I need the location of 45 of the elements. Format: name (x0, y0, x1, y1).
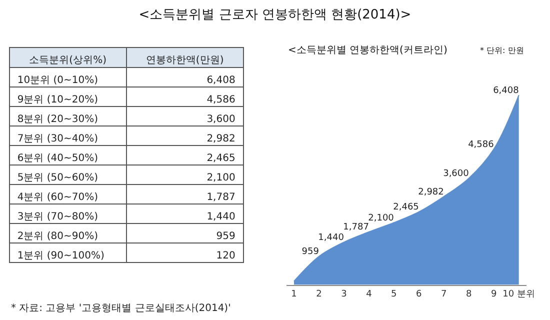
category-label: 2분위 (80~90%) (17, 231, 98, 242)
text: 120 (216, 250, 236, 262)
data-label: 3,600 (443, 168, 470, 179)
text: 2,982 (206, 134, 236, 145)
data-label: 1,440 (318, 232, 344, 243)
text: 연봉하한액(만원) (146, 55, 224, 66)
text: 6,408 (206, 75, 236, 86)
category-label: 4분위 (60~70%) (17, 192, 98, 204)
text: <소득분위별 근로자 연봉하한액 현황(2014)> (138, 8, 412, 23)
x-tick-label: 4 (366, 290, 372, 300)
data-label: 2,465 (393, 202, 419, 213)
data-label: 1,787 (343, 222, 369, 233)
data-label: 2,100 (368, 213, 394, 224)
category-label: 9분위 (10~20%) (17, 94, 98, 106)
x-tick-label: 9 (490, 290, 497, 300)
x-tick-label: 3 (341, 290, 347, 300)
category-label: 6분위 (40~50%) (17, 153, 98, 164)
text: 959 (216, 231, 236, 242)
data-label: 959 (302, 247, 320, 258)
data-label: 6,408 (493, 86, 520, 96)
text: 2,465 (206, 153, 236, 164)
x-tick-label: 5 (391, 290, 397, 300)
x-tick-label: 8 (466, 290, 472, 300)
chart-title: <소득분위별 연봉하한액(커트라인) (288, 45, 448, 56)
x-tick-label: 6 (416, 290, 422, 300)
data-label: 2,982 (418, 187, 444, 198)
text: 3,600 (206, 114, 236, 126)
x-tick-label: 1 (291, 290, 297, 300)
text: * 자료: 고용부 '고용형태별 근로실태조사(2014)' (11, 303, 231, 314)
category-label: 10분위 (0~10%) (17, 75, 98, 86)
text: 소득분위(상위%) (29, 55, 107, 66)
text: 2,100 (206, 172, 236, 184)
data-label: 4,586 (468, 140, 494, 150)
text: 1,440 (206, 212, 236, 223)
category-label: 8분위 (20~30%) (17, 114, 98, 126)
category-label: 5분위 (50~60%) (17, 172, 98, 184)
x-tick-label: 10 분위 (502, 290, 536, 300)
text: 1,787 (206, 192, 236, 204)
x-tick-label: 2 (316, 290, 322, 300)
text: 4,586 (206, 94, 236, 106)
x-tick-label: 7 (441, 290, 447, 300)
category-label: 1분위 (90~100%) (17, 250, 104, 262)
category-label: 3분위 (70~80%) (17, 212, 98, 223)
category-label: 7분위 (30~40%) (17, 134, 98, 145)
text: * 단위: 만원 (480, 46, 524, 55)
